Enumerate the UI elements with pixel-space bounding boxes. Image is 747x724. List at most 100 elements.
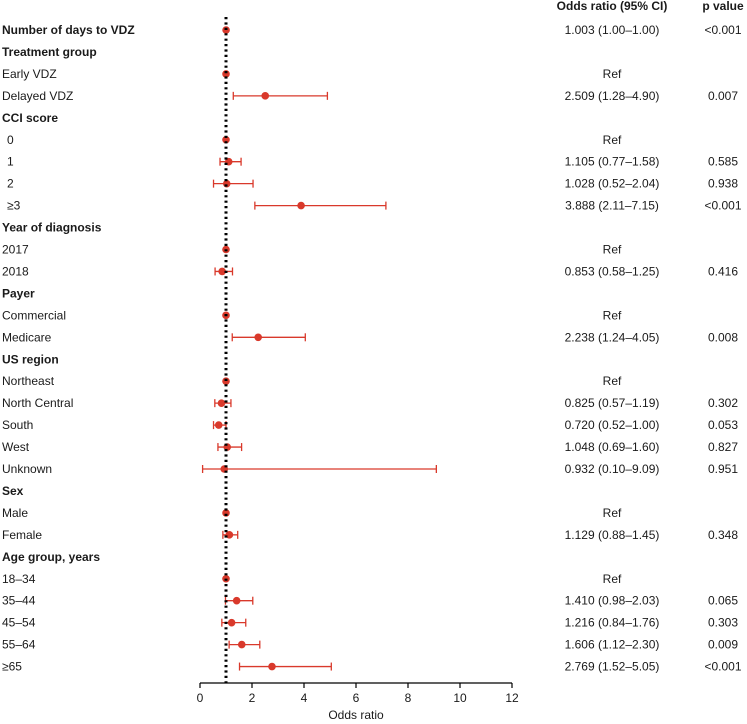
odds-ratio-value: 3.888 (2.11–7.15) — [565, 199, 659, 213]
odds-ratio-point — [237, 640, 246, 649]
rows: Number of days to VDZ 1.003 (1.00–1.00) <0… — [2, 23, 742, 674]
row-label: West — [2, 440, 30, 454]
odds-ratio-value: 1.028 (0.52–2.04) — [565, 177, 660, 191]
odds-ratio-value: 2.238 (1.24–4.05) — [565, 330, 660, 344]
odds-ratio-point — [222, 377, 230, 386]
row-delayed-vdz: Delayed VDZ 2.509 (1.28–4.90) 0.007 — [2, 89, 738, 103]
x-tick-label: 2 — [249, 691, 256, 705]
p-value: 0.303 — [708, 616, 738, 630]
row-number-of-days-to-vdz: Number of days to VDZ 1.003 (1.00–1.00) <0… — [2, 23, 742, 37]
row-label: Commercial — [2, 308, 66, 322]
p-value: <0.001 — [704, 660, 741, 674]
row-early-vdz: Early VDZ Ref — [2, 67, 622, 81]
row-label: South — [2, 418, 33, 432]
row-label: 35–44 — [2, 594, 36, 608]
row-45-54: 45–54 1.216 (0.84–1.76) 0.303 — [2, 616, 738, 630]
group-header: Treatment group — [2, 45, 97, 59]
odds-ratio-value: 2.509 (1.28–4.90) — [565, 89, 660, 103]
group-header: Sex — [2, 484, 24, 498]
row-2017: 2017 Ref — [2, 243, 622, 257]
row-label: Medicare — [2, 330, 52, 344]
x-tick-label: 8 — [405, 691, 412, 705]
row-female: Female 1.129 (0.88–1.45) 0.348 — [2, 528, 738, 542]
odds-ratio-point — [297, 201, 305, 210]
row-medicare: Medicare 2.238 (1.24–4.05) 0.008 — [2, 330, 738, 344]
group-header: CCI score — [2, 111, 58, 125]
odds-ratio-value: Ref — [603, 374, 622, 388]
row-age-group-years: Age group, years — [2, 550, 100, 564]
p-value: 0.827 — [708, 440, 738, 454]
row-label: ≥65 — [2, 660, 22, 674]
odds-ratio-point — [261, 92, 270, 100]
odds-ratio-point — [227, 618, 236, 627]
odds-ratio-value: 0.853 (0.58–1.25) — [565, 264, 660, 278]
row-label: Male — [2, 506, 28, 520]
row-label: 1 — [7, 155, 14, 169]
row-label: Northeast — [2, 374, 55, 388]
row-label: Early VDZ — [2, 67, 57, 81]
row-1: 1 1.105 (0.77–1.58) 0.585 — [7, 155, 738, 169]
odds-ratio-point — [217, 399, 226, 407]
p-value: 0.951 — [708, 462, 738, 476]
row-label: 2017 — [2, 243, 29, 257]
row-west: West 1.048 (0.69–1.60) 0.827 — [2, 440, 738, 454]
p-value: 0.065 — [708, 594, 738, 608]
odds-ratio-value: 0.720 (0.52–1.00) — [565, 418, 660, 432]
p-value: 0.585 — [708, 155, 738, 169]
x-tick-label: 4 — [301, 691, 308, 705]
p-value: 0.938 — [708, 177, 738, 191]
odds-ratio-value: Ref — [603, 133, 622, 147]
row-payer: Payer — [2, 286, 35, 300]
odds-ratio-column-header: Odds ratio (95% CI) — [557, 0, 668, 13]
odds-ratio-point — [222, 70, 230, 78]
row-label: Female — [2, 528, 42, 542]
row-label: 55–64 — [2, 638, 36, 652]
row-unknown: Unknown 0.932 (0.10–9.09) 0.951 — [2, 462, 738, 476]
odds-ratio-value: 2.769 (1.52–5.05) — [565, 660, 660, 674]
row-label: 18–34 — [2, 572, 36, 586]
odds-ratio-point — [254, 333, 262, 342]
row-north-central: North Central 0.825 (0.57–1.19) 0.302 — [2, 396, 738, 410]
x-axis: Odds ratio 0 2 4 6 8 10 12 — [197, 682, 519, 722]
row-label: Unknown — [2, 462, 52, 476]
x-tick-label: 10 — [453, 691, 467, 705]
p-value: 0.008 — [708, 330, 738, 344]
row-55-64: 55–64 1.606 (1.12–2.30) 0.009 — [2, 638, 738, 652]
row-35-44: 35–44 1.410 (0.98–2.03) 0.065 — [2, 594, 738, 608]
odds-ratio-value: 1.606 (1.12–2.30) — [565, 638, 660, 652]
odds-ratio-point — [218, 267, 226, 276]
column-headers: Odds ratio (95% CI) p value — [557, 0, 744, 13]
odds-ratio-value: 0.932 (0.10–9.09) — [565, 462, 660, 476]
odds-ratio-value: Ref — [603, 243, 622, 257]
row-label: 0 — [7, 133, 14, 147]
odds-ratio-point — [222, 135, 230, 144]
row-label: ≥3 — [7, 199, 21, 213]
row-year-of-diagnosis: Year of diagnosis — [2, 221, 102, 235]
x-tick-label: 6 — [353, 691, 360, 705]
p-value-column-header: p value — [702, 0, 744, 13]
odds-ratio-value: 1.216 (0.84–1.76) — [565, 616, 660, 630]
p-value: 0.302 — [708, 396, 738, 410]
row-label: 2018 — [2, 264, 29, 278]
odds-ratio-point — [222, 509, 230, 517]
row-2018: 2018 0.853 (0.58–1.25) 0.416 — [2, 264, 738, 278]
odds-ratio-value: 1.105 (0.77–1.58) — [565, 155, 660, 169]
odds-ratio-value: 0.825 (0.57–1.19) — [565, 396, 660, 410]
group-header: Year of diagnosis — [2, 221, 102, 235]
odds-ratio-value: 1.048 (0.69–1.60) — [565, 440, 660, 454]
odds-ratio-value: Ref — [603, 572, 622, 586]
row-treatment-group: Treatment group — [2, 45, 97, 59]
group-header: Number of days to VDZ — [2, 23, 135, 37]
row-ge3: ≥3 3.888 (2.11–7.15) <0.001 — [7, 199, 742, 213]
odds-ratio-value: Ref — [603, 67, 622, 81]
odds-ratio-value: Ref — [603, 506, 622, 520]
x-tick-label: 0 — [197, 691, 204, 705]
row-us-region: US region — [2, 352, 59, 366]
p-value: 0.348 — [708, 528, 738, 542]
row-ge65: ≥65 2.769 (1.52–5.05) <0.001 — [2, 660, 742, 674]
row-male: Male Ref — [2, 506, 622, 520]
row-commercial: Commercial Ref — [2, 308, 622, 322]
row-sex: Sex — [2, 484, 24, 498]
p-value: 0.009 — [708, 638, 738, 652]
